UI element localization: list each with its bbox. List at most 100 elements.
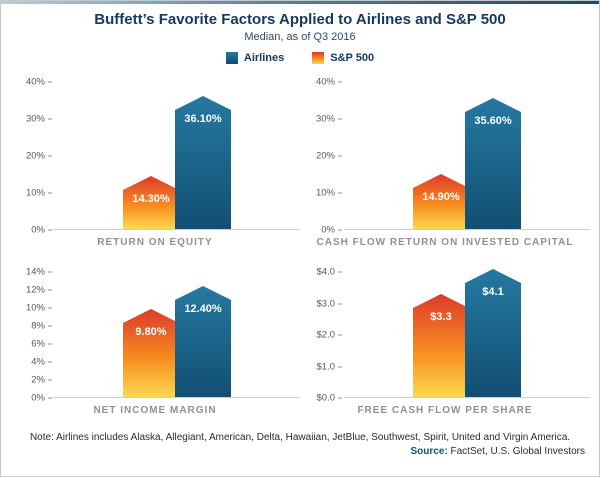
- bar-value-label: $3.3: [430, 311, 452, 323]
- bar-sp500: $3.3: [413, 294, 469, 397]
- y-tick-label: 2%: [31, 375, 52, 386]
- tick-mark: [48, 343, 52, 345]
- plot-area: 14.90% 35.60%: [344, 82, 590, 230]
- tick-mark: [48, 289, 52, 291]
- bar-value-label: 14.90%: [422, 191, 460, 203]
- y-tick-label: 10%: [316, 188, 342, 199]
- tick-mark: [338, 334, 342, 336]
- y-tick-label: 30%: [26, 114, 52, 125]
- panel-cash-flow-return: 40% 30% 20% 10% 0% 14.90% 35.60% CASH FLOW R…: [300, 64, 590, 248]
- tick-mark: [48, 192, 52, 194]
- legend-item-sp500: S&P 500: [312, 52, 374, 64]
- y-axis: 14% 12% 10% 8% 6% 4% 2% 0%: [10, 267, 54, 404]
- bar-group: 14.90% 35.60%: [344, 98, 590, 229]
- y-tick-label: 4%: [31, 357, 52, 368]
- panel-net-income-margin: 14% 12% 10% 8% 6% 4% 2% 0% 9.80% 12.40% NET INC…: [10, 248, 300, 416]
- y-tick-label: 6%: [31, 339, 52, 350]
- y-tick-label: 8%: [31, 321, 52, 332]
- source-line: Source: FactSet, U.S. Global Investors: [1, 446, 599, 457]
- tick-mark: [48, 229, 52, 231]
- y-tick-label: 30%: [316, 114, 342, 125]
- bar-value-label: 36.10%: [184, 113, 222, 125]
- y-tick-label: 0%: [321, 225, 342, 236]
- y-tick-label: $4.0: [317, 267, 342, 278]
- y-tick-label: $3.0: [317, 298, 342, 309]
- y-tick-label: 12%: [26, 285, 52, 296]
- tick-mark: [338, 192, 342, 194]
- bar-value-label: 14.30%: [132, 193, 170, 205]
- tick-mark: [338, 366, 342, 367]
- bar-airlines: 36.10%: [175, 96, 231, 229]
- plot-area: 14.30% 36.10%: [54, 82, 300, 230]
- footer: Note: Airlines includes Alaska, Allegian…: [1, 432, 599, 457]
- panel-return-on-equity: 40% 30% 20% 10% 0% 14.30% 36.10% RETURN ON E…: [10, 64, 300, 248]
- y-tick-label: 40%: [26, 77, 52, 88]
- bar-value-label: 12.40%: [184, 303, 222, 315]
- tick-mark: [338, 271, 342, 273]
- bar-value-label: 9.80%: [135, 326, 167, 338]
- sp500-swatch-icon: [312, 52, 325, 64]
- bar-airlines: 12.40%: [175, 286, 231, 397]
- chart-subtitle: Median, as of Q3 2016: [244, 31, 356, 43]
- bar-sp500: 9.80%: [123, 309, 179, 397]
- bar-group: 9.80% 12.40%: [54, 286, 300, 397]
- tick-mark: [338, 118, 342, 120]
- airlines-swatch-icon: [225, 52, 238, 64]
- bar-group: $3.3 $4.1: [344, 269, 590, 397]
- chart-title: Buffett’s Favorite Factors Applied to Ai…: [94, 11, 506, 28]
- bar-sp500: 14.90%: [413, 174, 469, 229]
- y-tick-label: 0%: [31, 393, 52, 404]
- y-tick-label: 10%: [26, 188, 52, 199]
- y-tick-label: 14%: [26, 267, 52, 278]
- bar-value-label: $4.1: [482, 286, 504, 298]
- bar-airlines: $4.1: [465, 269, 521, 397]
- y-tick-label: $1.0: [317, 361, 342, 372]
- tick-mark: [48, 271, 52, 273]
- panel-title: CASH FLOW RETURN ON INVESTED CAPITAL: [316, 237, 574, 248]
- panel-title: RETURN ON EQUITY: [97, 237, 213, 248]
- chart-grid-bottom-row: 14% 12% 10% 8% 6% 4% 2% 0% 9.80% 12.40% NET INC…: [1, 248, 599, 416]
- tick-mark: [48, 397, 52, 399]
- y-tick-label: 20%: [316, 151, 342, 162]
- legend-label-airlines: Airlines: [243, 52, 285, 64]
- y-axis: 40% 30% 20% 10% 0%: [300, 77, 344, 236]
- source-text: FactSet, U.S. Global Investors: [447, 446, 585, 457]
- tick-mark: [48, 81, 52, 83]
- panel-title: NET INCOME MARGIN: [93, 405, 217, 416]
- footnote: Note: Airlines includes Alaska, Allegian…: [29, 432, 571, 443]
- bar-sp500: 14.30%: [123, 176, 179, 229]
- y-tick-label: 10%: [26, 303, 52, 314]
- y-tick-label: 0%: [31, 225, 52, 236]
- tick-mark: [48, 361, 52, 363]
- tick-mark: [48, 118, 52, 120]
- tick-mark: [48, 325, 52, 327]
- legend: Airlines S&P 500: [1, 52, 599, 64]
- source-label: Source:: [410, 446, 448, 457]
- tick-mark: [338, 397, 342, 399]
- y-tick-label: $0.0: [317, 393, 342, 404]
- tick-mark: [48, 379, 52, 381]
- bar-group: 14.30% 36.10%: [54, 96, 300, 229]
- bar-value-label: 35.60%: [474, 115, 512, 127]
- tick-mark: [338, 303, 342, 304]
- plot-area: 9.80% 12.40%: [54, 272, 300, 398]
- plot-area: $3.3 $4.1: [344, 269, 590, 398]
- y-tick-label: 40%: [316, 77, 342, 88]
- panel-title: FREE CASH FLOW PER SHARE: [357, 405, 533, 416]
- tick-mark: [338, 155, 342, 157]
- y-axis: $4.0 $3.0 $2.0 $1.0 $0.0: [300, 267, 344, 404]
- tick-mark: [48, 307, 52, 309]
- top-border-gradient: [1, 1, 599, 4]
- y-axis: 40% 30% 20% 10% 0%: [10, 77, 54, 236]
- y-tick-label: 20%: [26, 151, 52, 162]
- tick-mark: [338, 229, 342, 231]
- tick-mark: [338, 81, 342, 83]
- chart-grid-top-row: 40% 30% 20% 10% 0% 14.30% 36.10% RETURN ON E…: [1, 64, 599, 248]
- legend-item-airlines: Airlines: [225, 52, 285, 64]
- tick-mark: [48, 155, 52, 157]
- y-tick-label: $2.0: [317, 330, 342, 341]
- legend-label-sp500: S&P 500: [330, 52, 375, 64]
- panel-free-cash-flow: $4.0 $3.0 $2.0 $1.0 $0.0 $3.3 $4.1 FREE CASH…: [300, 248, 590, 416]
- bar-airlines: 35.60%: [465, 98, 521, 229]
